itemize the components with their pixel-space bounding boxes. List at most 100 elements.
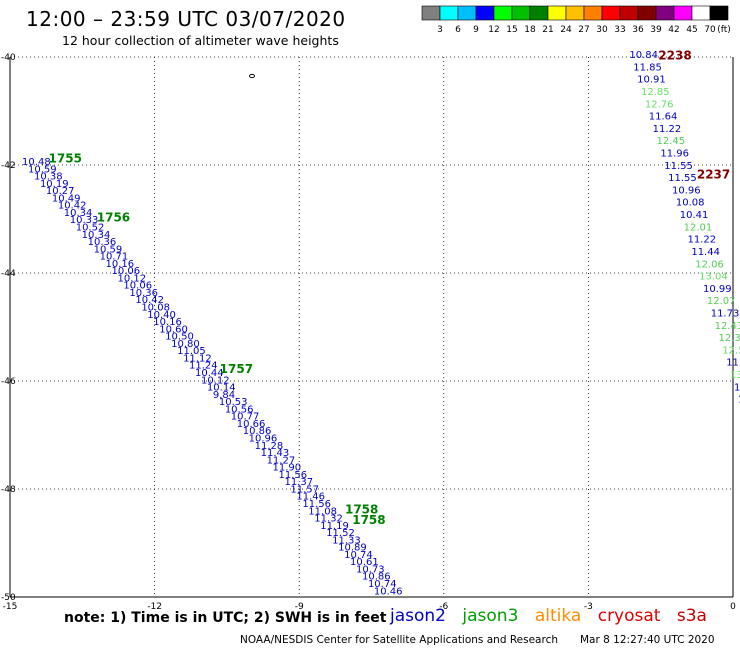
swh-value-label: 10.14 [207, 383, 236, 394]
scale-label: 18 [524, 25, 536, 35]
swh-value-label: 10.41 [680, 210, 709, 221]
swh-value-label: 11.55 [664, 161, 693, 172]
swh-value-label: 9.84 [213, 390, 235, 401]
swh-value-label: 10.40 [147, 310, 176, 321]
lat-tick-label: -48 [1, 485, 16, 495]
pass-time-label: 1758 [352, 513, 385, 527]
page-title: 12:00 – 23:59 UTC 03/07/2020 [26, 7, 346, 31]
swh-value-label: 10.16 [153, 317, 182, 328]
swh-value-label: 10.16 [106, 259, 135, 270]
swh-value-label: 10.38 [34, 172, 63, 183]
pass-time-label: 1755 [49, 151, 82, 165]
swh-value-label: 10.49 [52, 193, 81, 204]
swh-value-label: 12.51 [722, 345, 740, 356]
legend-jason3: jason3 [462, 606, 519, 626]
generated-timestamp: Mar 8 12:27:40 UTC 2020 [580, 634, 715, 646]
scale-label: 30 [596, 25, 608, 35]
swh-value-label: 11.64 [649, 112, 678, 123]
swh-value-label: 10.46 [374, 586, 403, 597]
swh-value-label: 10.74 [344, 550, 373, 561]
swh-value-label: 10.61 [350, 557, 379, 568]
swh-value-label: 10.91 [637, 75, 666, 86]
swh-value-label: 10.48 [22, 157, 51, 168]
swh-value-label: 11.33 [332, 535, 361, 546]
legend-jason2: jason2 [390, 606, 446, 626]
swh-value-label: 11.96 [660, 149, 689, 160]
swh-value-label: 10.71 [100, 252, 129, 263]
swh-value-label: 11.24 [189, 361, 218, 372]
swh-value-label: 10.96 [672, 185, 701, 196]
swh-value-label: 11.90 [273, 463, 302, 474]
swh-value-label: 10.06 [112, 266, 141, 277]
swh-value-label: 11.5 [738, 395, 740, 406]
pass-time-label: 2237 [697, 168, 730, 182]
pass-time-label: 1757 [220, 362, 253, 376]
swh-value-label: 11.22 [653, 124, 682, 135]
legend-altika: altika [534, 606, 582, 626]
swh-value-label: 12.43 [715, 321, 740, 332]
swh-value-label: 10.42 [58, 201, 87, 212]
swh-value-label: 11.52 [326, 528, 355, 539]
swh-value-label: 10.12 [201, 375, 230, 386]
swh-value-label: 10.80 [171, 339, 200, 350]
swh-value-label: 10.53 [219, 397, 248, 408]
swh-value-label: 11.56 [278, 470, 307, 481]
swh-value-label: 11.55 [668, 173, 697, 184]
scale-label: 42 [668, 25, 679, 35]
swh-value-label: 10.08 [676, 198, 705, 209]
color-scale-bar: 3 6 9 12 15 18 21 24 27 30 33 36 39 42 45 70 (ft) [421, 5, 731, 35]
swh-value-label: 10.12 [117, 273, 146, 284]
footer-note: note: 1) Time is in UTC; 2) SWH is in fe… [64, 610, 387, 626]
satellite-legend: jason2 jason3 altika cryosat s3a [390, 606, 718, 626]
lat-tick-label: -44 [1, 269, 16, 279]
swh-value-label: 10.73 [356, 564, 385, 575]
swh-value-label: 10.84 [629, 50, 658, 61]
swh-value-label: 10.60 [159, 324, 188, 335]
swh-value-label: 11.22 [687, 235, 716, 246]
swh-value-label: 12.34 [718, 333, 740, 344]
swh-value-label: 10.56 [225, 404, 254, 415]
swh-value-label: 10.50 [165, 332, 194, 343]
scale-label: 70 [704, 25, 716, 35]
swh-value-label: 12.76 [645, 99, 674, 110]
scale-label: 45 [686, 25, 697, 35]
swh-value-label: 10.89 [338, 543, 367, 554]
swh-value-label: 10.59 [94, 244, 123, 255]
swh-value-label: 10.74 [368, 579, 397, 590]
swh-value-label: 13.04 [699, 272, 728, 283]
legend-cryosat: cryosat [597, 606, 661, 626]
swh-value-label: 11.28 [255, 441, 284, 452]
map-plot: -15 -12 -9 -6 -3 0-40-42-44-46-48-5010.4810.5… [1, 49, 740, 610]
scale-swatch [709, 5, 729, 21]
scale-label: 39 [650, 25, 662, 35]
credit-text: NOAA/NESDIS Center for Satellite Applica… [240, 634, 558, 646]
swh-value-label: 10.66 [237, 419, 266, 430]
swh-value-label: 10.59 [28, 164, 57, 175]
lat-tick-label: -46 [1, 377, 16, 387]
swh-value-label: 10.06 [123, 281, 152, 292]
scale-label: 21 [542, 25, 553, 35]
swh-value-label: 10.86 [362, 572, 391, 583]
swh-value-label: 10.52 [76, 222, 105, 233]
scale-label: 9 [473, 25, 479, 35]
swh-value-label: 10.33 [70, 215, 99, 226]
scale-label: 33 [614, 25, 625, 35]
lat-tick-label: -42 [1, 161, 16, 171]
swh-value-label: 11.73 [711, 308, 740, 319]
swh-value-label: 10.36 [129, 288, 158, 299]
scale-label: 3 [437, 25, 443, 35]
swh-value-label: 11.56 [302, 499, 331, 510]
swh-value-label: 11.43 [261, 448, 290, 459]
swh-value-label: 12.01 [684, 222, 713, 233]
island-outline [249, 73, 255, 79]
swh-value-label: 11.46 [296, 492, 325, 503]
swh-value-label: 12.06 [695, 259, 724, 270]
lon-tick-label: -6 [439, 602, 448, 610]
swh-value-label: 10.96 [249, 433, 278, 444]
swh-value-label: 10.36 [88, 237, 117, 248]
legend-s3a: s3a [676, 606, 707, 626]
swh-value-label: 13.1 [730, 370, 740, 381]
swh-value-label: 11.44 [691, 247, 720, 258]
swh-value-label: 12.45 [656, 136, 685, 147]
swh-value-label: 10.44 [195, 368, 224, 379]
